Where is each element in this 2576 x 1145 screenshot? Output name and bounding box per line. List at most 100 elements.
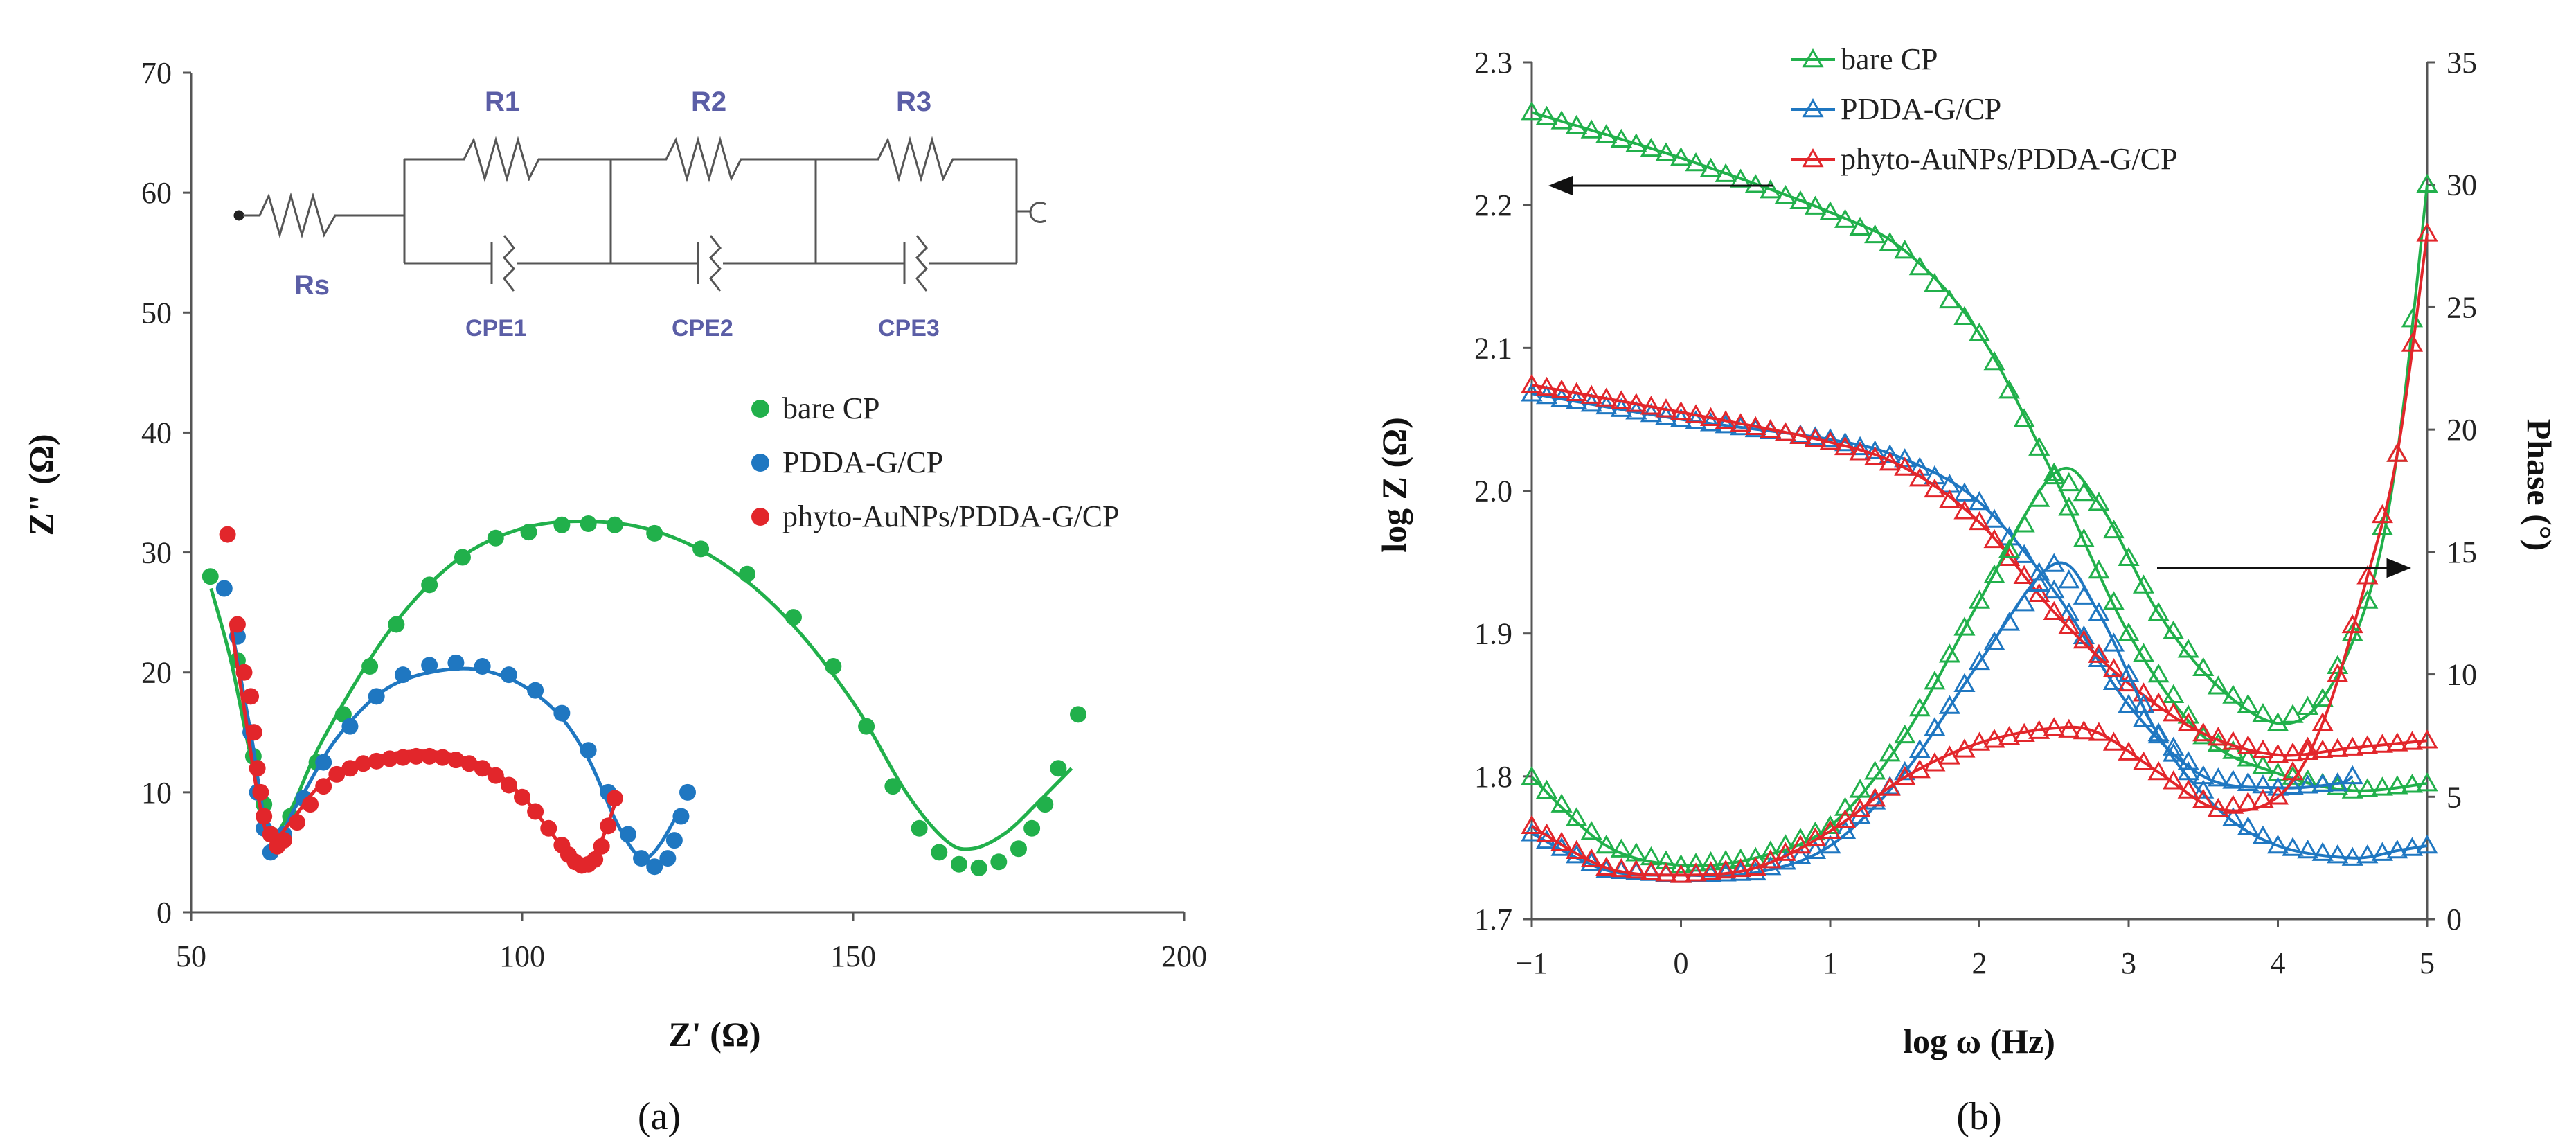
panel-b-y-tick-label: 1.9 [1474, 617, 1512, 651]
phase-marker-bare-cp [1998, 539, 2021, 558]
data-point-bare-cp [1023, 819, 1041, 837]
phase-marker-bare-cp [1983, 564, 2005, 584]
phase-marker-phyto-aunps-pdda-g-cp [2147, 761, 2170, 781]
phase-marker-pdda-g-cp [2386, 840, 2408, 859]
logz-series-bare-cp [1521, 101, 2438, 799]
legend-b-marker-bare-cp [1802, 48, 1824, 68]
data-point-phyto-aunps-pdda-g-cp [527, 803, 544, 820]
logz-marker-bare-cp [2401, 774, 2424, 793]
phase-marker-bare-cp [1521, 765, 1543, 785]
logz-marker-pdda-g-cp [1983, 508, 2005, 528]
phase-marker-bare-cp [2102, 519, 2125, 539]
phase-marker-pdda-g-cp [2192, 779, 2215, 799]
data-point-pdda-g-cp [315, 754, 332, 771]
logz-marker-phyto-aunps-pdda-g-cp [1849, 441, 1871, 461]
phase-marker-pdda-g-cp [1566, 844, 1588, 864]
logz-marker-bare-cp [1535, 105, 1558, 125]
panel-a-series [202, 515, 1087, 876]
logz-marker-phyto-aunps-pdda-g-cp [2192, 722, 2215, 742]
data-point-phyto-aunps-pdda-g-cp [355, 755, 372, 772]
data-point-phyto-aunps-pdda-g-cp [606, 790, 623, 807]
phase-marker-phyto-aunps-pdda-g-cp [1640, 861, 1662, 880]
logz-marker-bare-cp [1998, 380, 2021, 399]
phase-marker-pdda-g-cp [2222, 807, 2244, 826]
panel-a-x-tick-label: 200 [1161, 939, 1207, 973]
phase-marker-phyto-aunps-pdda-g-cp [2102, 731, 2125, 751]
phase-marker-phyto-aunps-pdda-g-cp [1953, 738, 1976, 758]
logz-marker-phyto-aunps-pdda-g-cp [1760, 419, 1782, 438]
logz-marker-phyto-aunps-pdda-g-cp [2237, 735, 2259, 754]
circuit-label-r1: R1 [485, 87, 520, 117]
panel-b-x-tick-label: 2 [1972, 946, 1987, 980]
logz-marker-bare-cp [1864, 224, 1886, 244]
data-point-bare-cp [388, 616, 405, 633]
circuit-terminal-right [1029, 202, 1046, 223]
logz-marker-phyto-aunps-pdda-g-cp [2088, 643, 2110, 663]
phase-marker-bare-cp [2147, 602, 2170, 621]
data-point-bare-cp [692, 540, 710, 558]
logz-marker-bare-cp [1983, 350, 2005, 371]
data-point-phyto-aunps-pdda-g-cp [328, 765, 346, 783]
logz-marker-bare-cp [2356, 778, 2379, 797]
data-point-phyto-aunps-pdda-g-cp [447, 752, 465, 769]
phase-marker-bare-cp [1580, 821, 1602, 840]
data-point-phyto-aunps-pdda-g-cp [252, 783, 269, 801]
logz-marker-pdda-g-cp [1760, 420, 1782, 439]
panel-b-y-tick-label: 2.1 [1474, 331, 1512, 365]
logz-marker-bare-cp [1730, 168, 1752, 188]
phase-marker-bare-cp [1864, 761, 1886, 780]
logz-marker-pdda-g-cp [2013, 544, 2035, 563]
logz-marker-bare-cp [2013, 408, 2035, 427]
data-point-phyto-aunps-pdda-g-cp [593, 837, 610, 855]
phase-marker-pdda-g-cp [2132, 693, 2155, 713]
logz-marker-pdda-g-cp [2311, 773, 2334, 792]
panel-b-y-tick-label: 1.7 [1474, 903, 1512, 937]
phase-marker-phyto-aunps-pdda-g-cp [2192, 788, 2215, 808]
logz-line-phyto-aunps-pdda-g-cp [1531, 383, 2428, 757]
logz-marker-phyto-aunps-pdda-g-cp [1953, 500, 1976, 520]
logz-marker-pdda-g-cp [1715, 414, 1737, 434]
phase-marker-pdda-g-cp [2252, 825, 2274, 844]
phase-marker-phyto-aunps-pdda-g-cp [2222, 795, 2244, 814]
phase-marker-bare-cp [1968, 589, 1991, 609]
logz-marker-pdda-g-cp [1535, 384, 1558, 405]
data-point-pdda-g-cp [665, 832, 683, 849]
logz-marker-phyto-aunps-pdda-g-cp [2073, 629, 2095, 649]
phase-marker-bare-cp [1640, 846, 1662, 866]
phase-marker-phyto-aunps-pdda-g-cp [1983, 729, 2005, 748]
panel-b-x-tick-label: 5 [2420, 946, 2435, 980]
circuit-labels: Rs R1 R2 R3 CPE1 CPE2 CPE3 [294, 87, 940, 341]
phase-series-phyto-aunps-pdda-g-cp [1521, 222, 2438, 883]
circuit-cpe1-zig [502, 235, 516, 292]
logz-marker-phyto-aunps-pdda-g-cp [1834, 436, 1857, 456]
legend-label-bare-cp: bare CP [782, 391, 880, 425]
phase-marker-bare-cp [2043, 462, 2065, 482]
phase-marker-bare-cp [2311, 687, 2334, 707]
phase-marker-phyto-aunps-pdda-g-cp [2073, 720, 2095, 740]
series-phyto-aunps-pdda-g-cp [219, 526, 623, 874]
data-point-phyto-aunps-pdda-g-cp [460, 755, 478, 772]
logz-line-bare-cp [1531, 111, 2428, 792]
phase-marker-bare-cp [1819, 815, 1841, 834]
phase-marker-pdda-g-cp [1864, 790, 1886, 810]
phase-marker-phyto-aunps-pdda-g-cp [1864, 788, 1886, 807]
legend-b-label-pdda-g-cp: PDDA-G/CP [1841, 92, 2001, 126]
data-point-phyto-aunps-pdda-g-cp [600, 817, 617, 835]
logz-marker-bare-cp [2237, 747, 2259, 767]
data-point-phyto-aunps-pdda-g-cp [235, 664, 253, 681]
logz-marker-bare-cp [1685, 152, 1707, 172]
phase-marker-pdda-g-cp [2401, 837, 2424, 856]
series-pdda-g-cp [215, 580, 696, 876]
data-point-phyto-aunps-pdda-g-cp [302, 796, 319, 813]
phase-marker-bare-cp [1670, 854, 1692, 873]
logz-marker-pdda-g-cp [2252, 774, 2274, 794]
phase-marker-bare-cp [2371, 516, 2393, 535]
data-point-pdda-g-cp [500, 666, 517, 684]
phase-line-bare-cp [1530, 184, 2429, 868]
phase-marker-pdda-g-cp [1670, 864, 1692, 883]
logz-marker-bare-cp [1744, 174, 1766, 193]
data-point-phyto-aunps-pdda-g-cp [242, 688, 260, 705]
phase-marker-phyto-aunps-pdda-g-cp [1670, 864, 1692, 883]
logz-marker-phyto-aunps-pdda-g-cp [1730, 413, 1752, 432]
phase-marker-bare-cp [2356, 589, 2379, 609]
